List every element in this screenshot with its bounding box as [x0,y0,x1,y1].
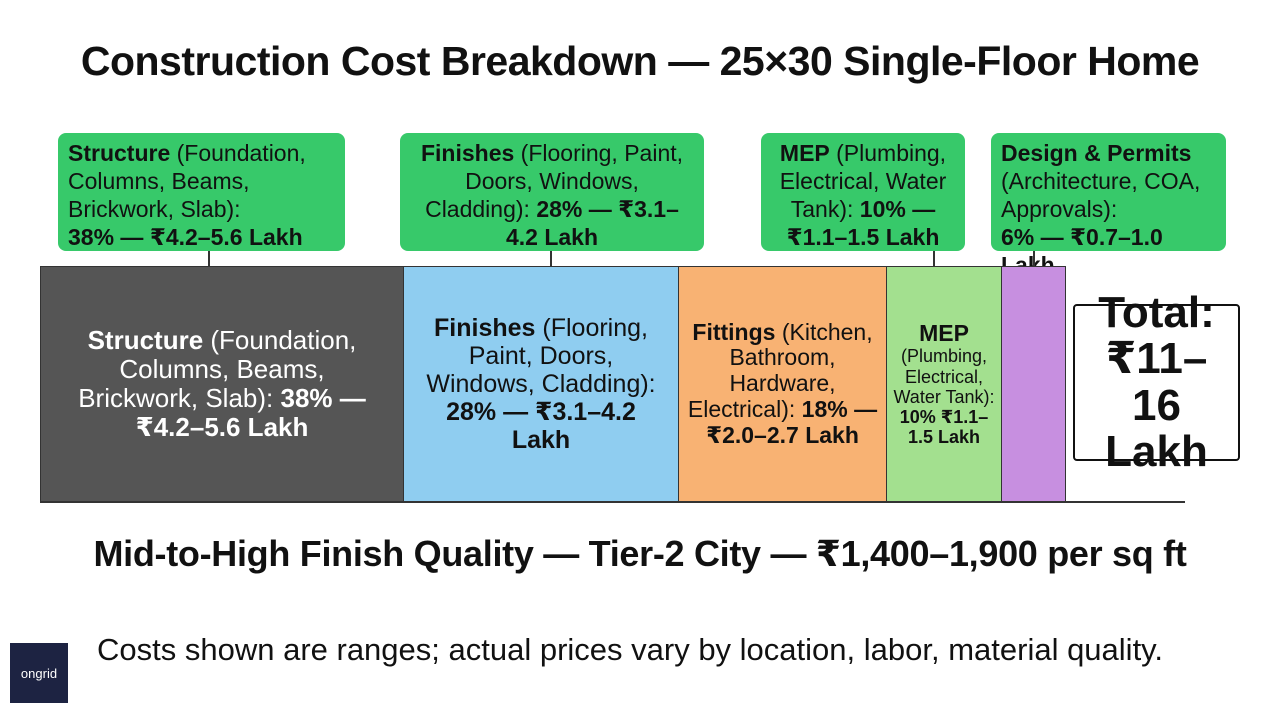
footnote: Costs shown are ranges; actual prices va… [97,632,1163,667]
total-value: ₹11–16 Lakh [1105,334,1208,476]
segment-mep-name: MEP [919,319,969,346]
callout-mep-name: MEP [779,140,830,166]
bar-segment-fittings: Fittings (Kitchen, Bathroom, Hardware, E… [678,266,887,502]
segment-structure-desc: (Foundation, Columns, Beams, Brickwork, … [78,324,357,413]
callout-design-desc: (Architecture, COA, Approvals): [1001,168,1201,222]
chart-title: Construction Cost Breakdown — 25×30 Sing… [80,38,1200,84]
leader-line-mep [933,251,935,266]
bar-segment-finishes: Finishes (Flooring, Paint, Doors, Window… [403,266,679,502]
segment-finishes-name: Finishes [434,314,536,342]
segment-finishes-value: 28% — ₹3.1–4.2 Lakh [446,398,636,454]
callout-finishes-value: 28% — ₹3.1–4.2 Lakh [505,196,679,250]
segment-mep-value: 10% ₹1.1–1.5 Lakh [899,406,989,448]
chart-baseline [40,501,1185,503]
total-label: Total: [1098,288,1215,338]
bar-segment-structure: Structure (Foundation, Columns, Beams, B… [40,266,404,502]
callout-finishes-desc: (Flooring, Paint, Doors, Windows, Claddi… [425,140,684,222]
segment-mep-desc: (Plumbing, Electrical, Water Tank): [893,346,995,407]
segment-fittings-name: Fittings [692,318,776,345]
chart-subtitle: Mid-to-High Finish Quality — Tier-2 City… [93,533,1187,574]
ongrid-logo: ongrid [10,643,68,703]
segment-structure-name: Structure [87,324,204,355]
segment-finishes-desc: (Flooring, Paint, Doors, Windows, Claddi… [426,314,656,398]
callout-finishes-name: Finishes [420,140,515,166]
segment-fittings-desc: (Kitchen, Bathroom, Hardware, Electrical… [687,318,873,422]
callout-structure: Structure (Foundation, Columns, Beams, B… [58,133,345,251]
leader-line-finishes [550,251,552,266]
total-box: Total: ₹11–16 Lakh [1073,289,1240,474]
bar-segment-mep: MEP (Plumbing, Electrical, Water Tank): … [886,266,1002,502]
segment-structure-value: 38% — ₹4.2–5.6 Lakh [135,383,366,443]
callout-finishes: Finishes (Flooring, Paint, Doors, Window… [400,133,704,251]
callout-mep: MEP (Plumbing, Electrical, Water Tank): … [761,133,965,251]
callout-design-permits: Design & Permits (Architecture, COA, App… [991,133,1226,278]
callout-mep-desc: (Plumbing, Electrical, Water Tank): [779,140,947,222]
callout-structure-desc: (Foundation, Columns, Beams, Brickwork, … [68,140,306,222]
callout-structure-value: 38% — ₹4.2–5.6 Lakh [68,224,303,250]
callout-design-name: Design & Permits [1001,140,1192,166]
segment-fittings-value: 18% — ₹2.0–2.7 Lakh [706,395,878,448]
leader-line-design [1033,251,1035,266]
bar-segment-design-permits [1001,266,1066,502]
leader-line-structure [208,251,210,266]
callout-mep-value: 10% — ₹1.1–1.5 Lakh [786,196,940,250]
callout-structure-name: Structure [68,140,171,166]
